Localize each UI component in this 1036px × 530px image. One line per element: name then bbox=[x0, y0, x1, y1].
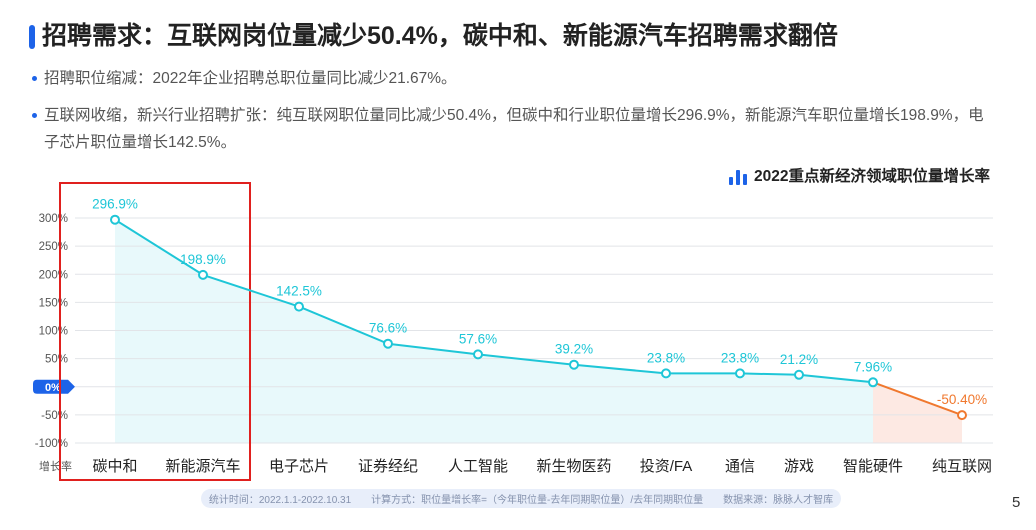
data-label: 23.8% bbox=[721, 350, 759, 365]
data-point bbox=[569, 359, 579, 370]
data-label: -50.40% bbox=[937, 392, 987, 407]
page-title: 招聘需求：互联网岗位量减少50.4%，碳中和、新能源汽车招聘需求翻倍 bbox=[42, 22, 838, 50]
y-axis-label: 增长率 bbox=[39, 459, 72, 473]
y-tick-label: 50% bbox=[45, 354, 68, 366]
area-fill-negative bbox=[873, 382, 962, 443]
chart-title-text: 2022重点新经济领域职位量增长率 bbox=[754, 168, 990, 185]
data-label: 23.8% bbox=[647, 350, 685, 365]
data-point bbox=[198, 269, 208, 280]
bullet-dot-icon bbox=[32, 76, 37, 81]
chart-title: 2022重点新经济领域职位量增长率 bbox=[729, 166, 990, 188]
y-tick-label: 200% bbox=[39, 269, 68, 281]
y-tick-label: -100% bbox=[35, 438, 68, 450]
zero-badge bbox=[33, 379, 75, 394]
footnote-bar: 统计时间：2022.1.1-2022.10.31 计算方式：职位量增长率=（今年… bbox=[201, 489, 841, 508]
series-line-negative bbox=[872, 381, 963, 417]
y-tick-label: 300% bbox=[39, 213, 68, 225]
data-label: 39.2% bbox=[555, 342, 593, 357]
highlight-box bbox=[59, 182, 251, 481]
data-point bbox=[383, 338, 393, 349]
y-tick-label: 250% bbox=[39, 241, 68, 253]
data-point bbox=[794, 369, 804, 380]
title-accent-bar bbox=[29, 25, 35, 49]
x-tick-label: 电子芯片 bbox=[269, 458, 329, 475]
bullet-item: 互联网收缩，新兴行业招聘扩张：纯互联网职位量同比减少50.4%，但碳中和行业职位… bbox=[32, 102, 994, 156]
x-tick-label: 智能硬件 bbox=[843, 457, 903, 475]
y-tick-label: -50% bbox=[41, 410, 68, 422]
series-line-positive bbox=[114, 218, 874, 384]
data-label: 198.9% bbox=[180, 252, 226, 267]
x-tick-label: 纯互联网 bbox=[932, 458, 992, 475]
x-tick-label: 证券经纪 bbox=[358, 458, 418, 475]
x-tick-label: 新能源汽车 bbox=[165, 458, 240, 475]
x-tick-label: 碳中和 bbox=[92, 458, 137, 475]
x-tick-label: 通信 bbox=[725, 458, 755, 475]
bar-chart-icon bbox=[729, 169, 748, 185]
data-point bbox=[110, 214, 120, 225]
data-label: 57.6% bbox=[459, 331, 497, 346]
y-tick-label: 150% bbox=[39, 297, 68, 309]
x-tick-label: 游戏 bbox=[784, 458, 814, 475]
data-label: 296.9% bbox=[92, 197, 138, 212]
x-tick-label: 新生物医药 bbox=[536, 458, 611, 475]
y-tick-label: 100% bbox=[39, 326, 68, 338]
data-point bbox=[735, 368, 745, 379]
data-label: 76.6% bbox=[369, 321, 407, 336]
data-point bbox=[294, 301, 304, 312]
data-point bbox=[868, 377, 878, 388]
page-number: 5 bbox=[1012, 494, 1021, 511]
bullet-text: 互联网收缩，新兴行业招聘扩张：纯互联网职位量同比减少50.4%，但碳中和行业职位… bbox=[44, 107, 984, 151]
data-label: 142.5% bbox=[276, 284, 322, 299]
footnote-method: 计算方式：职位量增长率=（今年职位量-去年同期职位量）/去年同期职位量 bbox=[371, 495, 704, 506]
footnote-period: 统计时间：2022.1.1-2022.10.31 bbox=[208, 495, 352, 506]
footnote-source: 数据来源：脉脉人才智库 bbox=[723, 495, 834, 506]
data-point bbox=[661, 368, 671, 379]
bullet-text: 招聘职位缩减：2022年企业招聘总职位量同比减少21.67%。 bbox=[44, 70, 457, 87]
data-label: 21.2% bbox=[780, 352, 818, 367]
bullet-dot-icon bbox=[32, 113, 37, 118]
bullet-item: 招聘职位缩减：2022年企业招聘总职位量同比减少21.67%。 bbox=[32, 65, 994, 92]
x-tick-label: 投资/FA bbox=[640, 458, 693, 475]
data-point bbox=[957, 410, 967, 421]
data-point bbox=[473, 349, 483, 360]
data-label: 7.96% bbox=[854, 359, 892, 374]
x-tick-label: 人工智能 bbox=[448, 457, 508, 475]
y-tick-label: 0% bbox=[45, 382, 61, 394]
